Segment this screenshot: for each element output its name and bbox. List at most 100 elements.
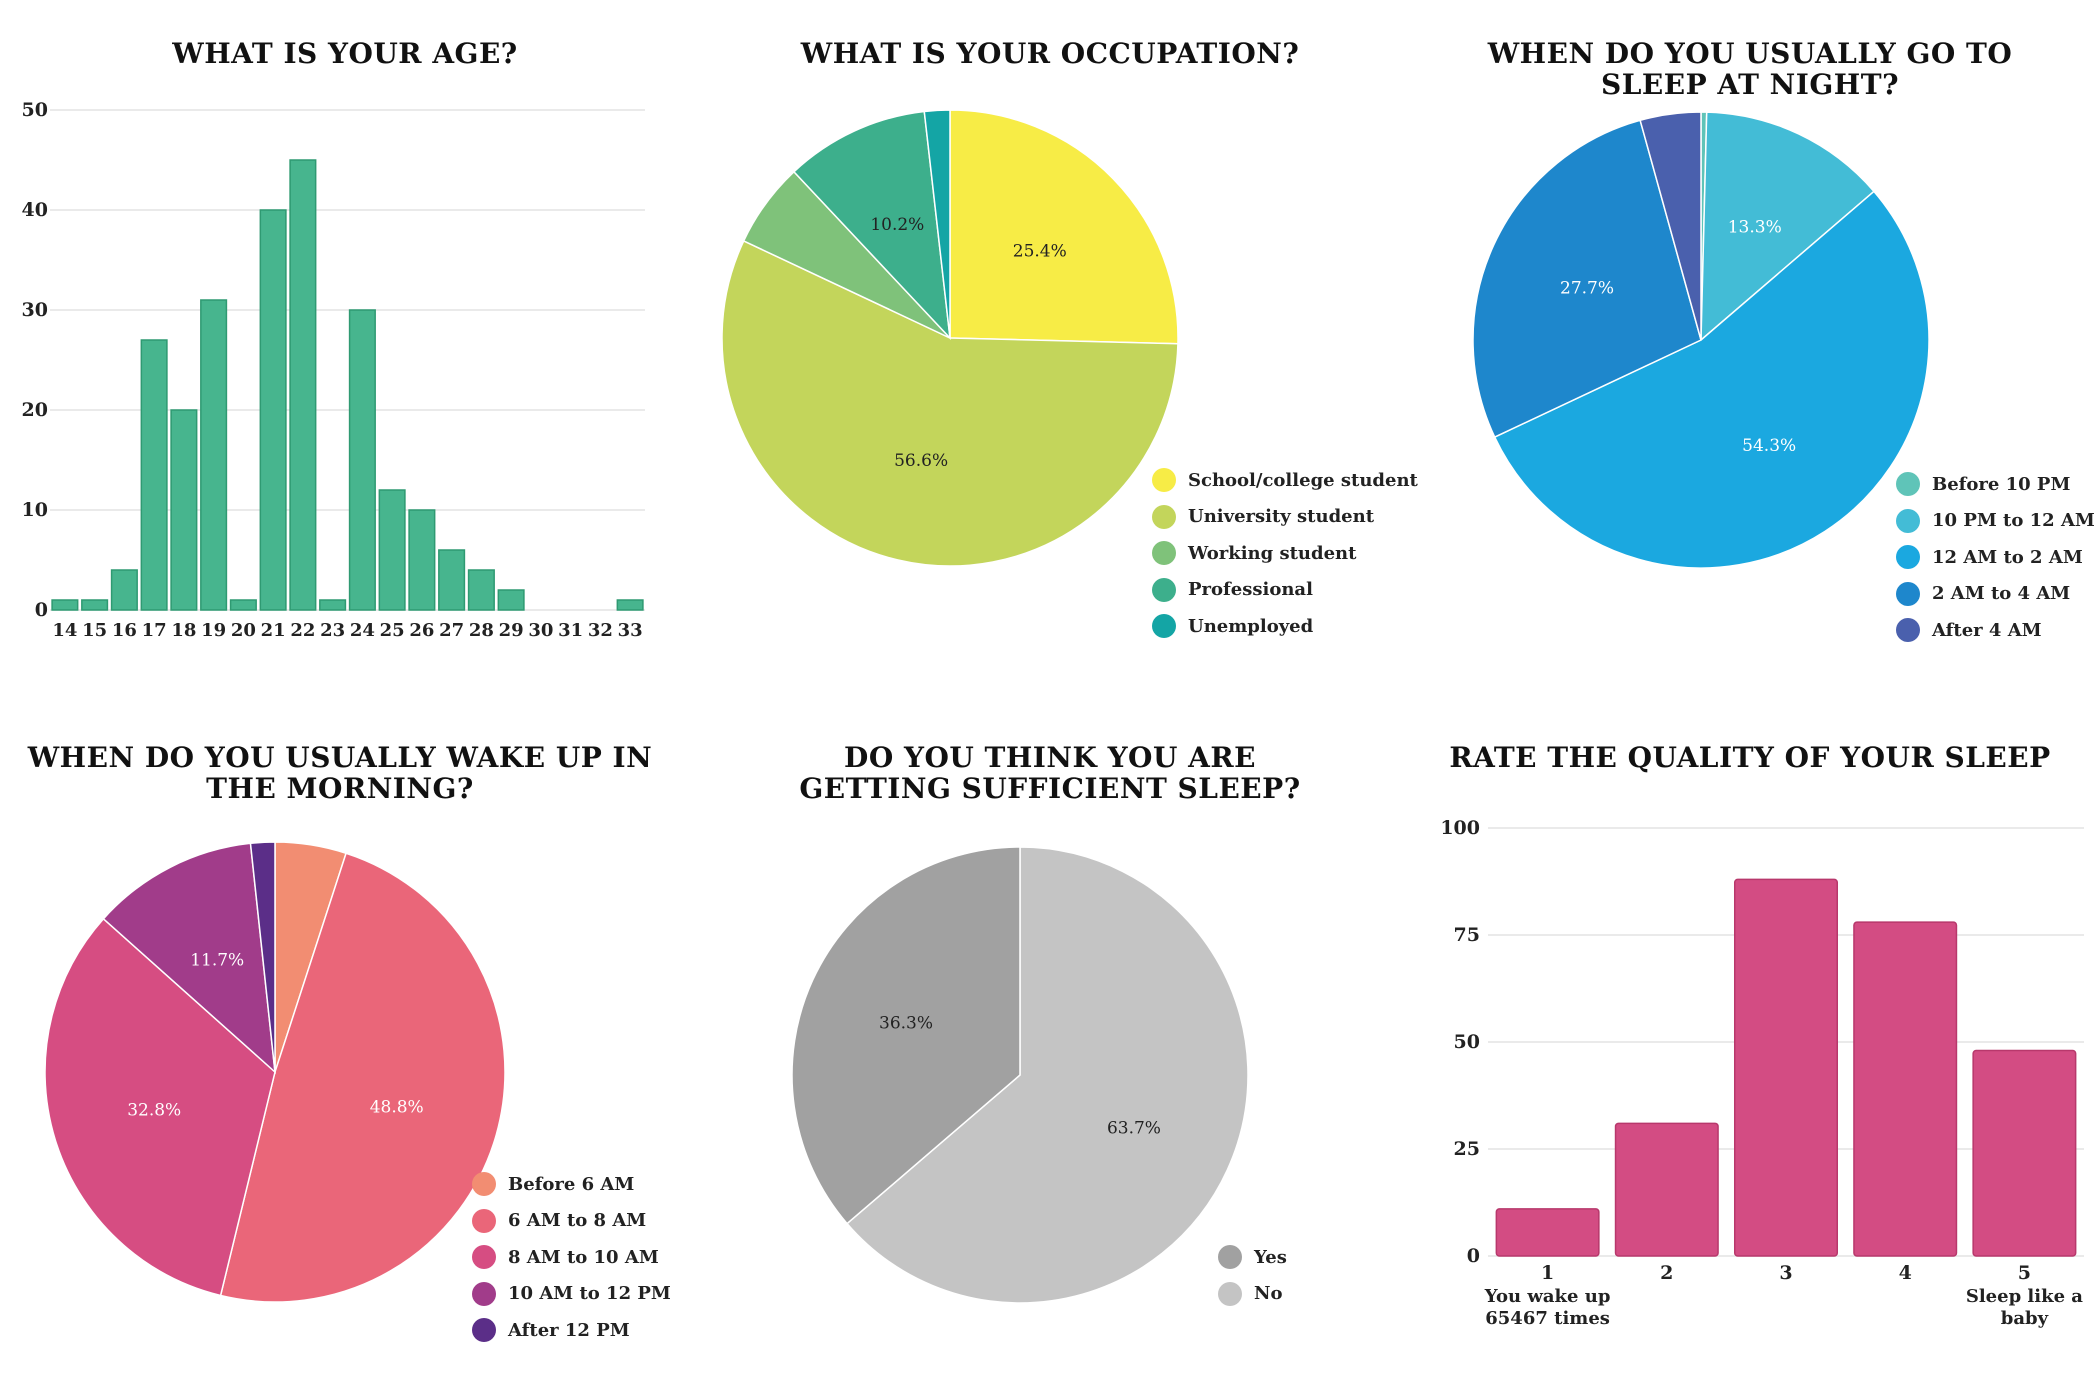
legend-swatch [1152,504,1176,529]
x-tick-label: 33 [618,620,643,641]
slice-data-label: 11.7% [190,950,244,970]
legend-swatch [1218,1245,1242,1270]
pie-slice [44,917,276,1297]
legend-label: Professional [1188,579,1313,601]
x-tick-label: 2 [1660,1262,1673,1284]
bar [1733,878,1839,1257]
bar [348,309,376,611]
legend-label: After 12 PM [508,1319,630,1341]
annotation-label: Sleep like a baby [1966,1286,2083,1329]
x-tick-label: 18 [171,620,196,641]
slice-data-label: 63.7% [1107,1118,1161,1138]
x-tick-label: 30 [528,620,553,641]
legend-label: 10 AM to 12 PM [508,1283,671,1305]
pie-slice [249,841,276,1073]
slice-data-label: 48.8% [370,1098,424,1118]
legend-swatch [1218,1281,1242,1306]
y-tick-label: 0 [35,599,48,621]
bar [408,509,436,611]
pie-slice [1639,111,1702,341]
legend-swatch [472,1245,496,1270]
x-tick-label: 21 [261,620,286,641]
x-tick-label: 15 [82,620,107,641]
y-tick-label: 40 [22,199,48,221]
slice-data-label: 25.4% [1013,241,1067,261]
y-tick-label: 50 [1454,1031,1480,1053]
slice-data-label: 56.6% [894,451,948,471]
slice-data-label: 32.8% [127,1101,181,1121]
sufficient-chart-svg: 63.7% 36.3% [791,846,1249,1304]
legend-item: Professional [1152,572,1418,609]
legend-label: School/college student [1188,469,1418,491]
waketime-chart-title: WHEN DO YOU USUALLY WAKE UP IN THE MORNI… [27,741,653,805]
legend-item: Unemployed [1152,608,1418,645]
bar [140,339,168,611]
pie-slice [846,846,1249,1304]
x-tick-label: 27 [439,620,464,641]
bedtime-chart-title: WHEN DO YOU USUALLY GO TO SLEEP AT NIGHT… [1487,37,2013,101]
legend-item: Before 6 AM [472,1166,671,1203]
x-tick-label: 23 [320,620,345,641]
pie-slice [791,846,1021,1225]
quality-chart-panel: RATE THE QUALITY OF YOUR SLEEP 0 25 50 75 10… [1400,700,2100,1377]
occupation-chart-svg: 25.4% 56.6% 10.2% [721,109,1179,567]
x-tick-label: 5 [2018,1262,2031,1284]
bar [229,599,257,611]
bedtime-chart-panel: WHEN DO YOU USUALLY GO TO SLEEP AT NIGHT… [1400,0,2100,680]
legend-label: No [1254,1283,1283,1305]
y-tick-label: 75 [1454,924,1480,946]
legend-item: After 4 AM [1896,612,2095,649]
x-tick-label: 25 [380,620,405,641]
legend-item: 6 AM to 8 AM [472,1203,671,1240]
legend-swatch [1896,618,1920,643]
quality-chart-svg: 0 25 50 75 100 1 2 3 4 5 You wake up 65467 times Sle… [1440,817,2084,1329]
legend-label: After 4 AM [1932,619,2042,641]
slice-data-label: 36.3% [879,1014,933,1034]
y-tick-label: 0 [1467,1245,1480,1267]
bar [497,589,525,611]
bar [1614,1122,1719,1257]
x-tick-label: 20 [231,620,256,641]
bar [1853,921,1958,1257]
legend-label: 10 PM to 12 AM [1932,510,2095,532]
bar [467,569,495,611]
bar [259,209,287,611]
x-tick-label: 32 [588,620,613,641]
age-chart-panel: WHAT IS YOUR AGE? 0 10 20 30 40 50 14 15 16 17 18 1… [0,0,700,680]
x-tick-label: 4 [1899,1262,1912,1284]
pie-slice [1700,111,1875,342]
bar [378,489,406,611]
slice-data-label: 27.7% [1560,279,1614,299]
y-tick-label: 20 [22,399,48,421]
legend-swatch [472,1318,496,1343]
legend-item: Yes [1218,1239,1287,1276]
x-tick-label: 19 [201,620,226,641]
sufficient-chart-title: DO YOU THINK YOU ARE GETTING SUFFICIENT … [799,741,1301,805]
occupation-chart-panel: WHAT IS YOUR OCCUPATION? 25.4% 56.6% 10.2%… [700,0,1418,680]
bar [616,599,644,611]
slice-data-label: 10.2% [870,215,924,235]
legend-label: 8 AM to 10 AM [508,1246,659,1268]
legend-label: Yes [1254,1246,1287,1268]
pie-slice [721,239,1179,567]
legend-swatch [1152,541,1176,566]
legend-label: 2 AM to 4 AM [1932,583,2071,605]
bar [438,549,466,611]
legend-item: 10 AM to 12 PM [472,1276,671,1313]
bar [51,599,79,611]
waketime-legend: Before 6 AM 6 AM to 8 AM 8 AM to 10 AM 10 A… [472,1166,671,1349]
sufficient-chart-panel: DO YOU THINK YOU ARE GETTING SUFFICIENT … [700,700,1400,1377]
legend-swatch [1152,577,1176,602]
bar [1972,1049,2077,1257]
legend-swatch [1896,472,1920,497]
waketime-chart-svg: 48.8% 32.8% 11.7% [44,841,506,1303]
pie-slice [219,852,506,1303]
legend-swatch [1896,581,1920,606]
legend-swatch [472,1172,496,1197]
y-tick-label: 50 [22,99,48,121]
x-tick-label: 24 [350,620,375,641]
bar [110,569,138,611]
bar [200,299,228,611]
x-tick-label: 26 [409,620,434,641]
